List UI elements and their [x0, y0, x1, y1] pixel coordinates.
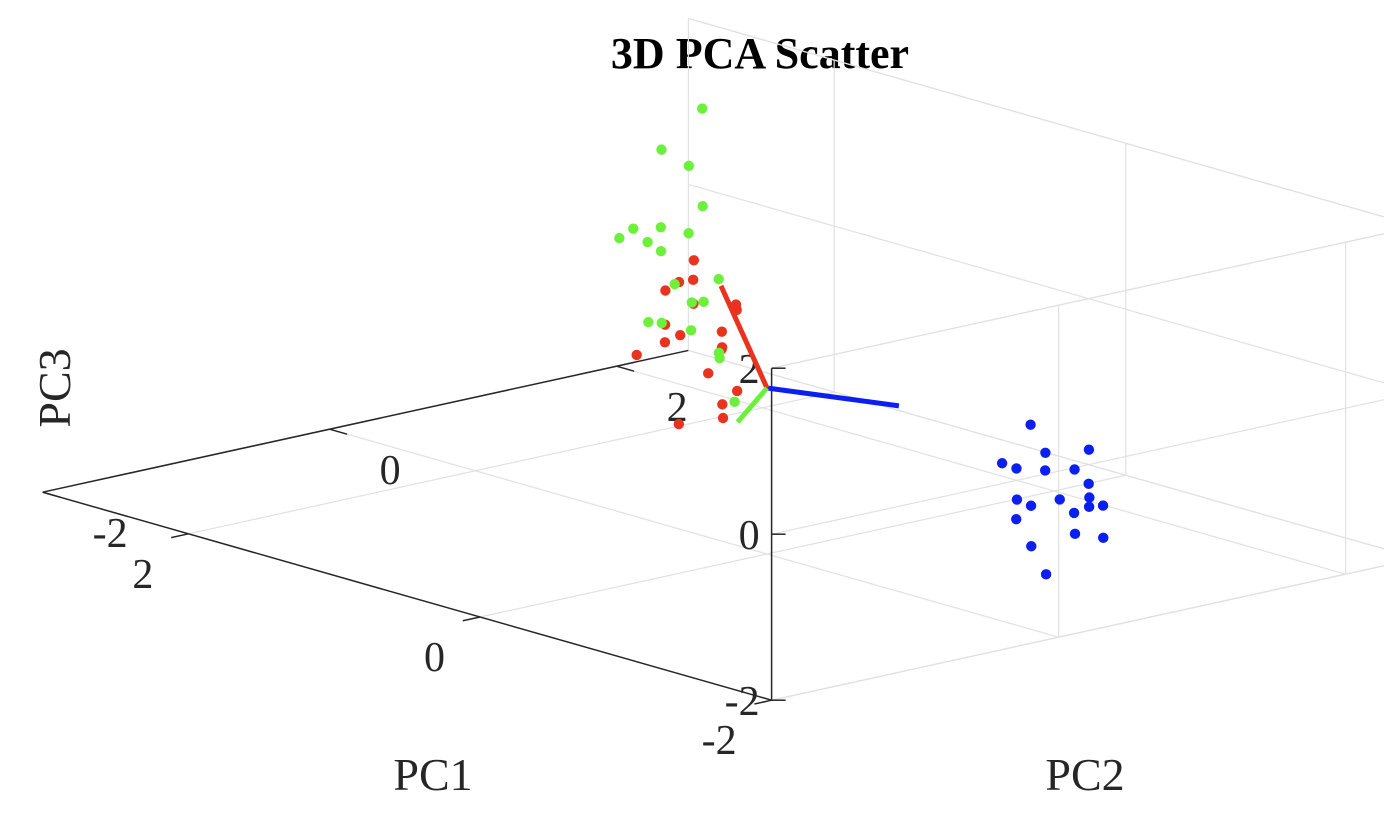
- scatter-point: [683, 160, 695, 172]
- axis-layer: [42, 349, 786, 705]
- chart-title: 3D PCA Scatter: [611, 29, 909, 78]
- scatter-point: [1084, 492, 1095, 503]
- scatter-point: [1069, 464, 1080, 475]
- x-tick-mark: [462, 616, 481, 622]
- principal-axes-layer: [718, 284, 900, 424]
- grid-line: [771, 565, 1384, 701]
- scatter-point: [655, 222, 666, 233]
- y-tick-label: 0: [380, 448, 401, 494]
- scatter-point: [685, 325, 697, 336]
- x-tick-label: -2: [702, 718, 737, 764]
- scatter-point: [656, 317, 667, 329]
- z-axis-label: PC3: [29, 348, 80, 427]
- grid-layer: [42, 17, 1384, 701]
- scatter-point: [1025, 500, 1037, 511]
- tick-label-layer: -202-202-202: [93, 347, 760, 764]
- scatter-point: [996, 458, 1008, 469]
- grid-edge: [771, 233, 1384, 369]
- x-axis-line: [42, 491, 772, 701]
- scatter-point: [1025, 419, 1036, 430]
- scatter-point: [697, 103, 708, 114]
- x-tick-mark: [171, 533, 189, 539]
- principal-axis-vector: [735, 386, 769, 424]
- scatter-point: [628, 223, 639, 234]
- y-tick-mark: [42, 491, 61, 498]
- scatter-point: [614, 232, 625, 244]
- grid-line: [771, 399, 1384, 535]
- scatter-point: [687, 274, 699, 286]
- point-layer: [614, 103, 1109, 580]
- scatter-point: [729, 396, 740, 408]
- scatter-point: [669, 279, 680, 290]
- x-tick-label: 0: [424, 635, 445, 681]
- scatter-point: [683, 228, 694, 239]
- grid-line: [616, 365, 1346, 575]
- grid-line: [688, 349, 1384, 550]
- scatter-point: [1069, 528, 1081, 540]
- grid-line: [188, 391, 835, 535]
- principal-axis-vector: [718, 284, 770, 390]
- scatter-point: [655, 246, 667, 257]
- scatter-point: [660, 285, 671, 296]
- scatter-point: [1097, 500, 1109, 511]
- grid-line: [329, 428, 1059, 638]
- scatter-point: [631, 349, 642, 361]
- y-tick-label: 2: [667, 385, 688, 431]
- x-axis-label: PC1: [393, 749, 472, 800]
- scatter-point: [1011, 463, 1022, 474]
- x-tick-label: 2: [132, 552, 153, 598]
- scatter-point: [714, 352, 725, 364]
- scatter-point: [1026, 541, 1037, 552]
- scatter-point: [1068, 507, 1080, 519]
- scatter-point: [1083, 478, 1094, 490]
- scatter-point: [656, 144, 667, 155]
- y-axis-label: PC2: [1045, 749, 1124, 800]
- scatter-point: [703, 368, 714, 379]
- scatter-point: [698, 296, 709, 308]
- scatter-point: [1040, 569, 1052, 580]
- scatter-point: [697, 201, 708, 212]
- scatter-point: [1040, 447, 1051, 458]
- scatter-point: [1083, 444, 1095, 455]
- grid-line: [771, 565, 1384, 701]
- grid-edge: [688, 349, 1384, 550]
- scatter-point: [659, 337, 671, 348]
- scatter-point: [688, 255, 700, 266]
- z-tick-label: -2: [725, 679, 760, 725]
- grid-edge: [688, 17, 1384, 218]
- scatter-point: [1098, 532, 1109, 544]
- grid-edge: [771, 565, 1384, 701]
- z-tick-label: 0: [739, 513, 760, 559]
- scatter-point: [675, 329, 686, 341]
- y-tick-mark: [329, 428, 348, 435]
- scatter-point: [1054, 494, 1065, 505]
- scatter-point: [673, 418, 685, 430]
- y-tick-mark: [616, 365, 635, 372]
- x-tick-mark: [754, 699, 772, 705]
- principal-axis-vector: [766, 385, 900, 409]
- scatter-point: [717, 412, 729, 424]
- grid-line: [688, 183, 1384, 384]
- y-tick-label: -2: [93, 511, 128, 557]
- scatter-point: [717, 399, 728, 410]
- scatter-point: [1039, 465, 1051, 476]
- scatter-point: [731, 385, 743, 397]
- scatter-point: [1011, 513, 1022, 525]
- scatter-point: [1011, 494, 1023, 505]
- scatter-point: [713, 273, 724, 285]
- scatter-point: [643, 316, 654, 328]
- scatter-point: [642, 236, 653, 248]
- grid-line: [771, 233, 1384, 369]
- scatter-point: [1083, 501, 1095, 512]
- scatter-point: [716, 326, 728, 337]
- y-axis-line: [42, 349, 689, 493]
- scatter-point: [686, 297, 697, 308]
